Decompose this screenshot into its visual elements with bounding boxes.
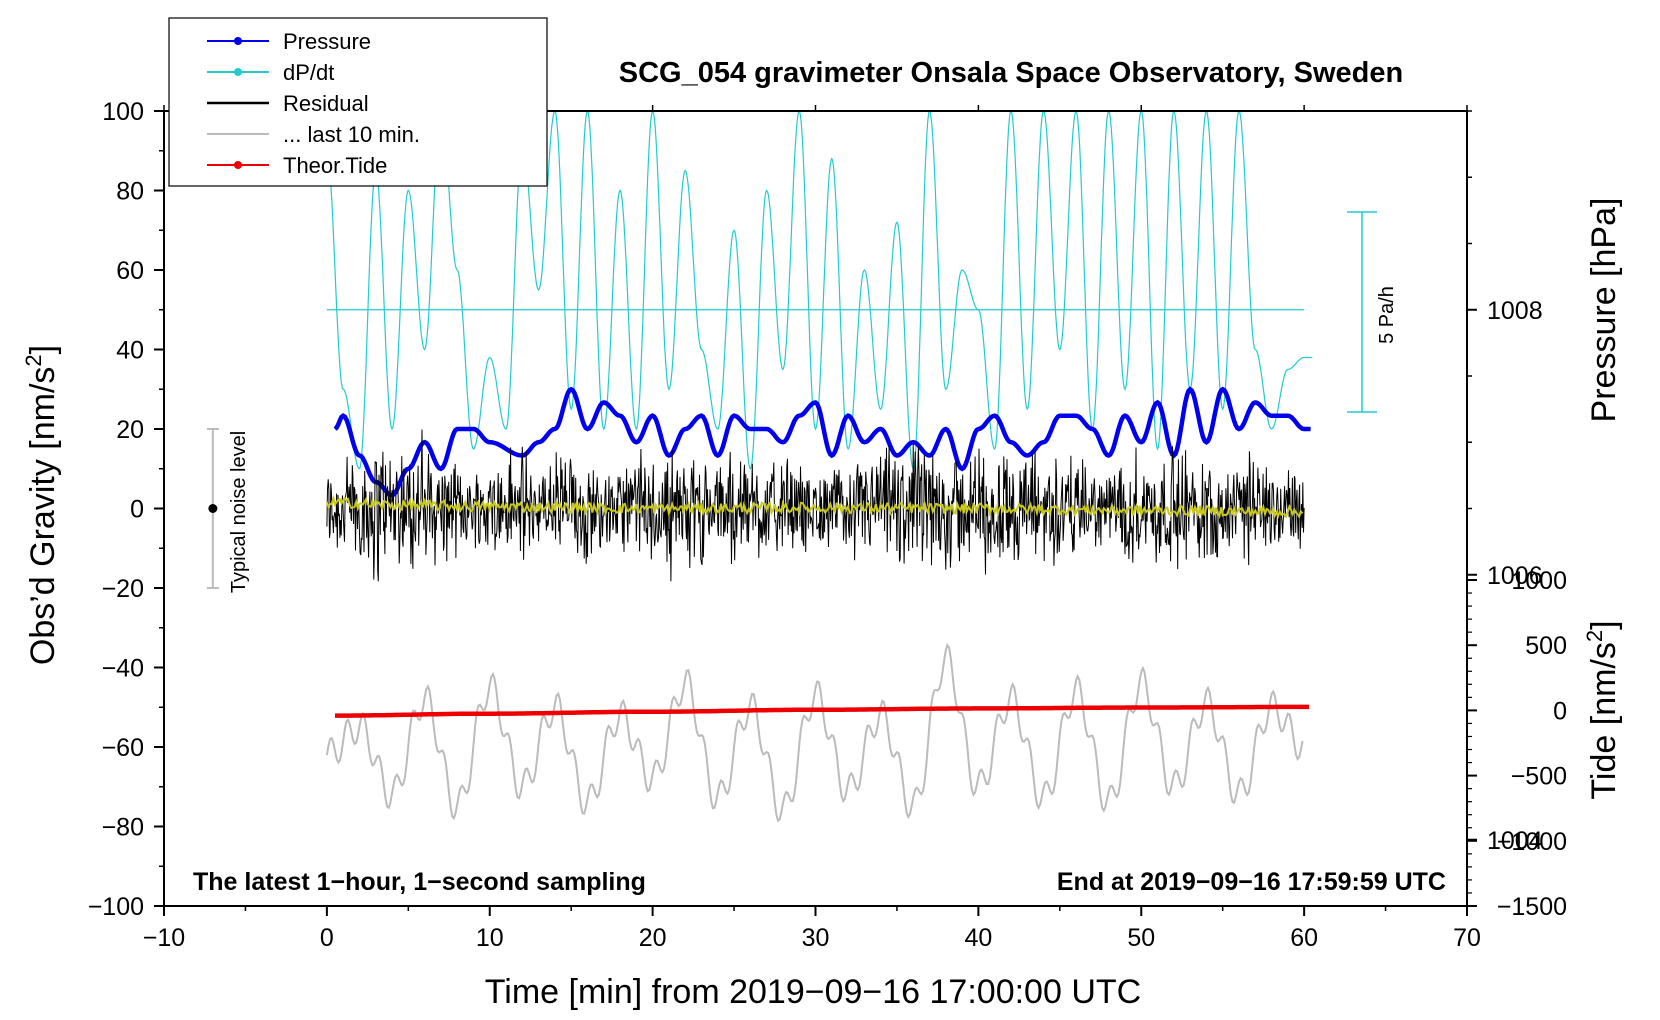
pressure-tick-label: 1004 xyxy=(1487,827,1543,855)
x-tick-label: 60 xyxy=(1290,924,1318,952)
y-tick-label: 100 xyxy=(102,98,144,126)
y-tick-label: −60 xyxy=(102,734,144,762)
tide-tick-label: 1000 xyxy=(1511,567,1567,595)
legend-label: ... last 10 min. xyxy=(283,122,420,147)
y-tick-label: 20 xyxy=(116,416,144,444)
y-axis-label: Obs’d Gravity [nm/s2] xyxy=(21,345,62,665)
x-tick-label: 30 xyxy=(802,924,830,952)
bottom-left-note: The latest 1−hour, 1−second sampling xyxy=(193,868,646,896)
tide-axis-label-end: ] xyxy=(1585,620,1623,629)
tide-axis-label-sup: 2 xyxy=(1582,630,1607,642)
chart-title: SCG_054 gravimeter Onsala Space Observat… xyxy=(619,57,1403,89)
legend-swatch-marker xyxy=(234,161,242,169)
legend: Pressure dP/dt Residual ... last 10 min. The… xyxy=(168,17,548,187)
series-dpdt-line xyxy=(326,111,1313,471)
noise-bar-center-dot xyxy=(208,504,218,513)
series-residual-line xyxy=(326,429,1305,582)
series-tide-line xyxy=(335,704,1309,718)
x-tick-label: 70 xyxy=(1453,924,1481,952)
y-tick-label: −100 xyxy=(88,893,144,921)
plot-series-group xyxy=(325,111,1313,823)
y-tick-label: −40 xyxy=(102,655,144,683)
legend-swatch-marker xyxy=(234,37,242,45)
pressure-axis-label: Pressure [hPa] xyxy=(1585,198,1623,423)
x-axis-label: Time [min] from 2019−09−16 17:00:00 UTC xyxy=(485,973,1141,1011)
tide-axis-label-main: Tide [nm/s xyxy=(1585,642,1623,799)
series-pressure-line xyxy=(333,386,1311,498)
x-tick-label: 50 xyxy=(1127,924,1155,952)
legend-swatch-marker xyxy=(234,68,242,76)
y-tick-label: 40 xyxy=(116,337,144,365)
y-tick-label: 80 xyxy=(116,178,144,206)
x-tick-label: 40 xyxy=(964,924,992,952)
x-tick-label: 20 xyxy=(639,924,667,952)
x-tick-label: −10 xyxy=(143,924,185,952)
y-tick-label: −80 xyxy=(102,814,144,842)
series-residual-smoothed-line xyxy=(325,494,1304,519)
tide-tick-label: 500 xyxy=(1525,632,1567,660)
legend-label: Theor.Tide xyxy=(283,153,387,178)
pressure-tick-label: 1008 xyxy=(1487,297,1543,325)
noise-level-label: Typical noise level xyxy=(228,431,250,593)
plot-layer xyxy=(206,111,1377,823)
y-axis-label-end: ] xyxy=(24,345,62,354)
text-layer: SCG_054 gravimeter Onsala Space Observat… xyxy=(21,57,1623,1011)
legend-label: Residual xyxy=(283,91,369,116)
pressure-tick-label: 1006 xyxy=(1487,562,1543,590)
y-axis-label-sup: 2 xyxy=(21,354,46,366)
tide-tick-label: 0 xyxy=(1553,697,1567,725)
tide-axis-label: Tide [nm/s2] xyxy=(1582,620,1623,799)
tide-tick-label: −1500 xyxy=(1497,893,1567,921)
legend-label: dP/dt xyxy=(283,60,334,85)
axes-layer: −10 0 10 20 30 40 50 60 70−100−80−60−40−20020406… xyxy=(88,98,1567,952)
legend-label: Pressure xyxy=(283,29,371,54)
tide-tick-label: −500 xyxy=(1511,763,1567,791)
y-tick-label: 60 xyxy=(116,257,144,285)
series-last10min-line xyxy=(325,642,1304,823)
pressure-rate-label: 5 Pa/h xyxy=(1376,286,1398,344)
y-axis-label-main: Obs’d Gravity [nm/s xyxy=(24,367,62,666)
tide-tick-label: −1000 xyxy=(1497,828,1567,856)
y-tick-label: 0 xyxy=(130,496,144,524)
y-tick-label: −20 xyxy=(102,575,144,603)
x-tick-label: 10 xyxy=(476,924,504,952)
bottom-right-note: End at 2019−09−16 17:59:59 UTC xyxy=(1057,868,1446,896)
x-tick-label: 0 xyxy=(320,924,334,952)
